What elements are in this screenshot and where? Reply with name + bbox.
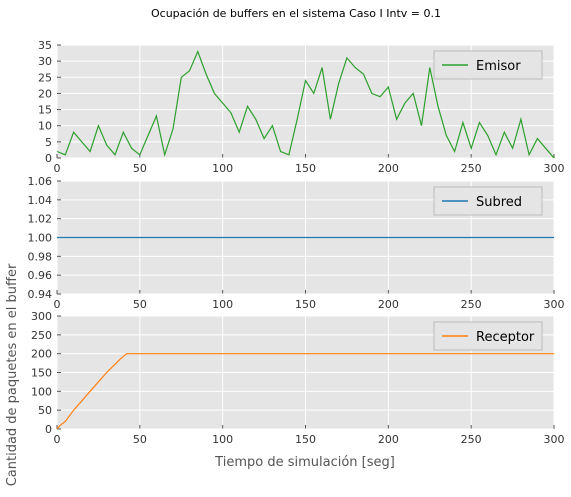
- y-tick-label: 0: [45, 423, 52, 436]
- y-tick-label: 0.96: [28, 269, 53, 282]
- x-tick-label: 300: [544, 298, 565, 311]
- x-tick-label: 300: [544, 433, 565, 446]
- y-tick-label: 1.02: [28, 213, 53, 226]
- x-tick-label: 150: [295, 162, 316, 175]
- x-tick-label: 300: [544, 162, 565, 175]
- y-tick-label: 10: [38, 120, 52, 133]
- x-tick-label: 200: [378, 433, 399, 446]
- x-tick-label: 150: [295, 433, 316, 446]
- y-tick-label: 1.06: [28, 175, 53, 188]
- y-tick-label: 20: [38, 87, 52, 100]
- x-tick-label: 50: [133, 433, 147, 446]
- series-line-receptor: [56, 353, 554, 430]
- y-tick-label: 0: [45, 152, 52, 165]
- y-tick-label: 300: [31, 310, 52, 323]
- x-tick-label: 100: [212, 162, 233, 175]
- panel-2: 0 50 100 150 200 250 300 0.94 0.96 0.98 1.00 1.02 1.…: [28, 175, 565, 311]
- y-tick-label: 200: [31, 348, 52, 361]
- x-tick-label: 200: [378, 298, 399, 311]
- series-line-emisor: [56, 49, 555, 159]
- legend: Emisor: [433, 50, 543, 80]
- y-tick-label: 0.94: [28, 288, 53, 301]
- panel-3: 0 50 100 150 200 250 300 0 50 100 150 200 250 300 Rece…: [31, 310, 565, 446]
- x-axis-label: Tiempo de simulación [seg]: [214, 455, 395, 470]
- chart-title: Ocupación de buffers en el sistema Caso …: [151, 7, 441, 20]
- y-tick-label: 250: [31, 329, 52, 342]
- x-tick-label: 100: [212, 433, 233, 446]
- x-tick-label: 50: [133, 298, 147, 311]
- legend-label: Emisor: [476, 59, 521, 74]
- x-tick-label: 250: [461, 433, 482, 446]
- x-tick-label: 100: [212, 298, 233, 311]
- y-tick-label: 5: [45, 136, 52, 149]
- y-tick-label: 0.98: [28, 250, 53, 263]
- x-tick-label: 250: [461, 162, 482, 175]
- x-tick-label: 150: [295, 298, 316, 311]
- x-tick-label: 200: [378, 162, 399, 175]
- y-tick-label: 50: [38, 404, 52, 417]
- y-tick-label: 1.00: [28, 232, 53, 245]
- y-tick-label: 30: [38, 55, 52, 68]
- x-tick-label: 0: [54, 433, 61, 446]
- x-tick-label: 50: [133, 162, 147, 175]
- y-tick-label: 25: [38, 71, 52, 84]
- y-tick-label: 1.04: [28, 194, 53, 207]
- x-tick-label: 0: [54, 162, 61, 175]
- legend-label: Subred: [476, 195, 522, 210]
- legend-label: Receptor: [476, 330, 535, 345]
- x-tick-label: 250: [461, 298, 482, 311]
- y-tick-label: 100: [31, 385, 52, 398]
- y-axis-label: Cantidad de paquetes en el buffer: [5, 263, 20, 486]
- x-tick-label: 0: [54, 298, 61, 311]
- y-tick-label: 150: [31, 367, 52, 380]
- y-tick-label: 15: [38, 104, 52, 117]
- y-tick-label: 35: [38, 39, 52, 52]
- legend: Receptor: [433, 321, 543, 351]
- legend: Subred: [433, 186, 543, 216]
